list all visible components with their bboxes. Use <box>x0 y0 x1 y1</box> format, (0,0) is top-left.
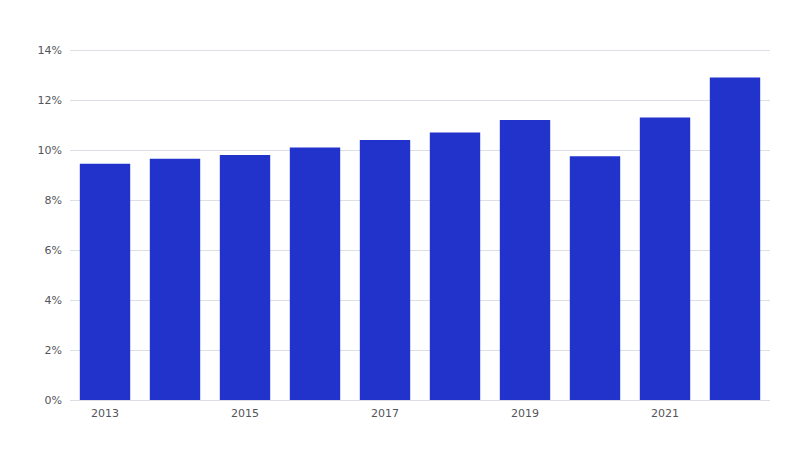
svg-text:10%: 10% <box>38 144 62 157</box>
svg-text:4%: 4% <box>45 294 62 307</box>
svg-text:12%: 12% <box>38 94 62 107</box>
svg-text:8%: 8% <box>45 194 62 207</box>
svg-text:14%: 14% <box>38 44 62 57</box>
svg-text:2013: 2013 <box>91 407 119 420</box>
svg-text:2015: 2015 <box>231 407 259 420</box>
svg-text:2021: 2021 <box>651 407 679 420</box>
svg-text:6%: 6% <box>45 244 62 257</box>
svg-text:0%: 0% <box>45 394 62 407</box>
svg-text:2019: 2019 <box>511 407 539 420</box>
svg-text:2%: 2% <box>45 344 62 357</box>
svg-text:2017: 2017 <box>371 407 399 420</box>
